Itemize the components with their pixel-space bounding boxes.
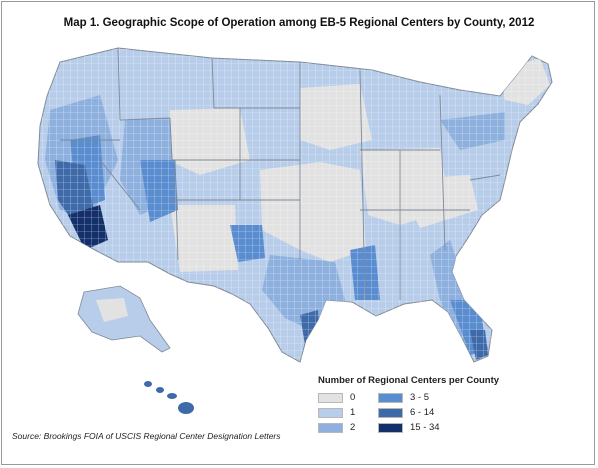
source-note: Source: Brookings FOIA of USCIS Regional… [12,431,281,441]
legend-label-0: 0 [350,392,356,403]
legend-item-5: 15 - 34 [378,422,440,433]
legend-item-1: 1 [318,407,355,418]
state-borders [60,47,501,301]
hawaii [144,381,194,414]
legend-swatch-0 [318,392,343,403]
legend-swatch-2 [318,422,343,433]
legend-label-2: 2 [350,422,356,433]
legend-item-4: 6 - 14 [378,407,434,418]
legend-label-1: 1 [350,407,356,418]
map-title: Map 1. Geographic Scope of Operation amo… [63,17,535,29]
alaska [77,285,171,353]
legend-swatch-5 [378,422,403,433]
legend-item-2: 2 [318,422,355,433]
legend-item-0: 0 [318,392,355,403]
legend-label-5: 15 - 34 [410,422,440,433]
legend-title: Number of Regional Centers per County [318,375,500,386]
legend-swatch-3 [378,392,403,403]
contiguous-us [37,47,553,363]
legend-item-3: 3 - 5 [378,392,429,403]
legend-label-3: 3 - 5 [410,392,430,403]
legend-swatch-4 [378,407,403,418]
legend-label-4: 6 - 14 [410,407,435,418]
legend-swatch-1 [318,407,343,418]
